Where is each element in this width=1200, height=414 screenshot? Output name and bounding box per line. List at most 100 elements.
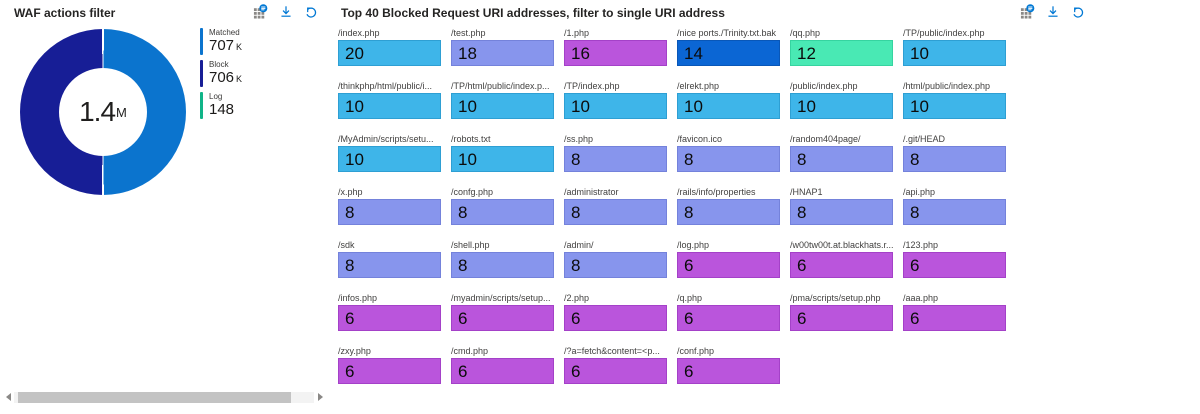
uri-count-bar[interactable]: 8 [451, 199, 554, 225]
uri-tile[interactable]: /api.php 8 [903, 186, 1006, 225]
uri-count-bar[interactable]: 6 [790, 305, 893, 331]
uri-tile[interactable]: /confg.php 8 [451, 186, 554, 225]
uri-tile[interactable]: /?a=fetch&content=<p... 6 [564, 345, 667, 384]
uri-count-bar[interactable]: 8 [338, 199, 441, 225]
uri-tile[interactable]: /w00tw00t.at.blackhats.r... 6 [790, 239, 893, 278]
uri-count-bar[interactable]: 6 [451, 305, 554, 331]
uri-count-bar[interactable]: 6 [338, 305, 441, 331]
uri-tile[interactable]: /.git/HEAD 8 [903, 133, 1006, 172]
uri-count-bar[interactable]: 14 [677, 40, 780, 66]
uri-tile[interactable]: /favicon.ico 8 [677, 133, 780, 172]
uri-count-bar[interactable]: 6 [677, 358, 780, 384]
uri-tile[interactable]: /infos.php 6 [338, 292, 441, 331]
horizontal-scrollbar[interactable] [2, 391, 326, 403]
uri-count-bar[interactable]: 6 [677, 305, 780, 331]
scroll-right-arrow[interactable] [314, 391, 326, 403]
uri-count-bar[interactable]: 8 [903, 146, 1006, 172]
uri-count-bar[interactable]: 8 [564, 199, 667, 225]
uri-count-bar[interactable]: 6 [790, 252, 893, 278]
uri-tile[interactable]: /q.php 6 [677, 292, 780, 331]
uri-tile[interactable]: /nice ports./Trinity.txt.bak 14 [677, 27, 780, 66]
uri-tile[interactable]: /test.php 18 [451, 27, 554, 66]
uri-count-bar[interactable]: 6 [338, 358, 441, 384]
download-icon[interactable] [278, 4, 293, 19]
uri-tile[interactable]: /sdk 8 [338, 239, 441, 278]
uri-tile[interactable]: /cmd.php 6 [451, 345, 554, 384]
download-icon[interactable] [1045, 4, 1060, 19]
uri-count-bar[interactable]: 6 [451, 358, 554, 384]
uri-count-bar[interactable]: 8 [903, 199, 1006, 225]
open-query-icon[interactable] [1020, 4, 1035, 19]
uri-tile[interactable]: /html/public/index.php 10 [903, 80, 1006, 119]
uri-count: 10 [345, 96, 364, 116]
uri-count-bar[interactable]: 20 [338, 40, 441, 66]
uri-count-bar[interactable]: 6 [564, 305, 667, 331]
uri-tile[interactable]: /admin/ 8 [564, 239, 667, 278]
undo-icon[interactable] [303, 4, 318, 19]
uri-tile[interactable]: /elrekt.php 10 [677, 80, 780, 119]
uri-count-bar[interactable]: 8 [451, 252, 554, 278]
uri-count-bar[interactable]: 8 [790, 146, 893, 172]
uri-count-bar[interactable]: 16 [564, 40, 667, 66]
uri-tile[interactable]: /TP/public/index.php 10 [903, 27, 1006, 66]
uri-count-bar[interactable]: 8 [677, 146, 780, 172]
uri-tile[interactable]: /TP/html/public/index.p... 10 [451, 80, 554, 119]
uri-tile[interactable]: /zxy.php 6 [338, 345, 441, 384]
uri-count-bar[interactable]: 10 [677, 93, 780, 119]
uri-count-bar[interactable]: 8 [564, 252, 667, 278]
uri-tile[interactable]: /log.php 6 [677, 239, 780, 278]
uri-count-bar[interactable]: 10 [564, 93, 667, 119]
uri-tile[interactable]: /aaa.php 6 [903, 292, 1006, 331]
undo-icon[interactable] [1070, 4, 1085, 19]
uri-count: 8 [458, 202, 468, 222]
uri-tile[interactable]: /qq.php 12 [790, 27, 893, 66]
uri-tile[interactable]: /2.php 6 [564, 292, 667, 331]
uri-tile[interactable]: /HNAP1 8 [790, 186, 893, 225]
legend-entry-matched[interactable]: Matched 707 K [200, 28, 242, 55]
uri-count-bar[interactable]: 8 [338, 252, 441, 278]
uri-count-bar[interactable]: 6 [903, 252, 1006, 278]
waf-actions-donut-chart[interactable]: 1.4 M [20, 29, 186, 195]
uri-count-bar[interactable]: 18 [451, 40, 554, 66]
uri-count-bar[interactable]: 10 [338, 146, 441, 172]
uri-tile[interactable]: /rails/info/properties 8 [677, 186, 780, 225]
uri-count-bar[interactable]: 10 [790, 93, 893, 119]
uri-count-bar[interactable]: 10 [451, 93, 554, 119]
uri-tile[interactable]: /public/index.php 10 [790, 80, 893, 119]
uri-tile[interactable]: /shell.php 8 [451, 239, 554, 278]
uri-tile[interactable]: /index.php 20 [338, 27, 441, 66]
legend-entry-log[interactable]: Log 148 [200, 92, 242, 119]
uri-count-bar[interactable]: 10 [903, 93, 1006, 119]
open-query-icon[interactable] [253, 4, 268, 19]
uri-tile[interactable]: /x.php 8 [338, 186, 441, 225]
uri-tile[interactable]: /robots.txt 10 [451, 133, 554, 172]
uri-tile[interactable]: /ss.php 8 [564, 133, 667, 172]
uri-tile[interactable]: /pma/scripts/setup.php 6 [790, 292, 893, 331]
uri-tile[interactable]: /myadmin/scripts/setup... 6 [451, 292, 554, 331]
uri-count-bar[interactable]: 10 [903, 40, 1006, 66]
uri-tile[interactable]: /MyAdmin/scripts/setu... 10 [338, 133, 441, 172]
uri-count-bar[interactable]: 6 [677, 252, 780, 278]
uri-label: /nice ports./Trinity.txt.bak [677, 28, 777, 38]
scrollbar-thumb[interactable] [18, 391, 291, 403]
scrollbar-track[interactable] [14, 391, 314, 403]
uri-count-bar[interactable]: 10 [338, 93, 441, 119]
uri-tile[interactable]: /123.php 6 [903, 239, 1006, 278]
uri-count-bar[interactable]: 6 [903, 305, 1006, 331]
uri-label: /.git/HEAD [903, 134, 946, 144]
legend-entry-block[interactable]: Block 706 K [200, 60, 242, 87]
scroll-left-arrow[interactable] [2, 391, 14, 403]
uri-count-bar[interactable]: 8 [564, 146, 667, 172]
uri-tile[interactable]: /conf.php 6 [677, 345, 780, 384]
uri-count-bar[interactable]: 12 [790, 40, 893, 66]
uri-count-bar[interactable]: 8 [677, 199, 780, 225]
uri-tile[interactable]: /1.php 16 [564, 27, 667, 66]
uri-count-bar[interactable]: 8 [790, 199, 893, 225]
uri-tile[interactable]: /thinkphp/html/public/i... 10 [338, 80, 441, 119]
uri-tile[interactable]: /random404page/ 8 [790, 133, 893, 172]
uri-tile[interactable]: /administrator 8 [564, 186, 667, 225]
uri-count-bar[interactable]: 10 [451, 146, 554, 172]
uri-count-bar[interactable]: 6 [564, 358, 667, 384]
legend-swatch [200, 60, 203, 87]
uri-tile[interactable]: /TP/index.php 10 [564, 80, 667, 119]
